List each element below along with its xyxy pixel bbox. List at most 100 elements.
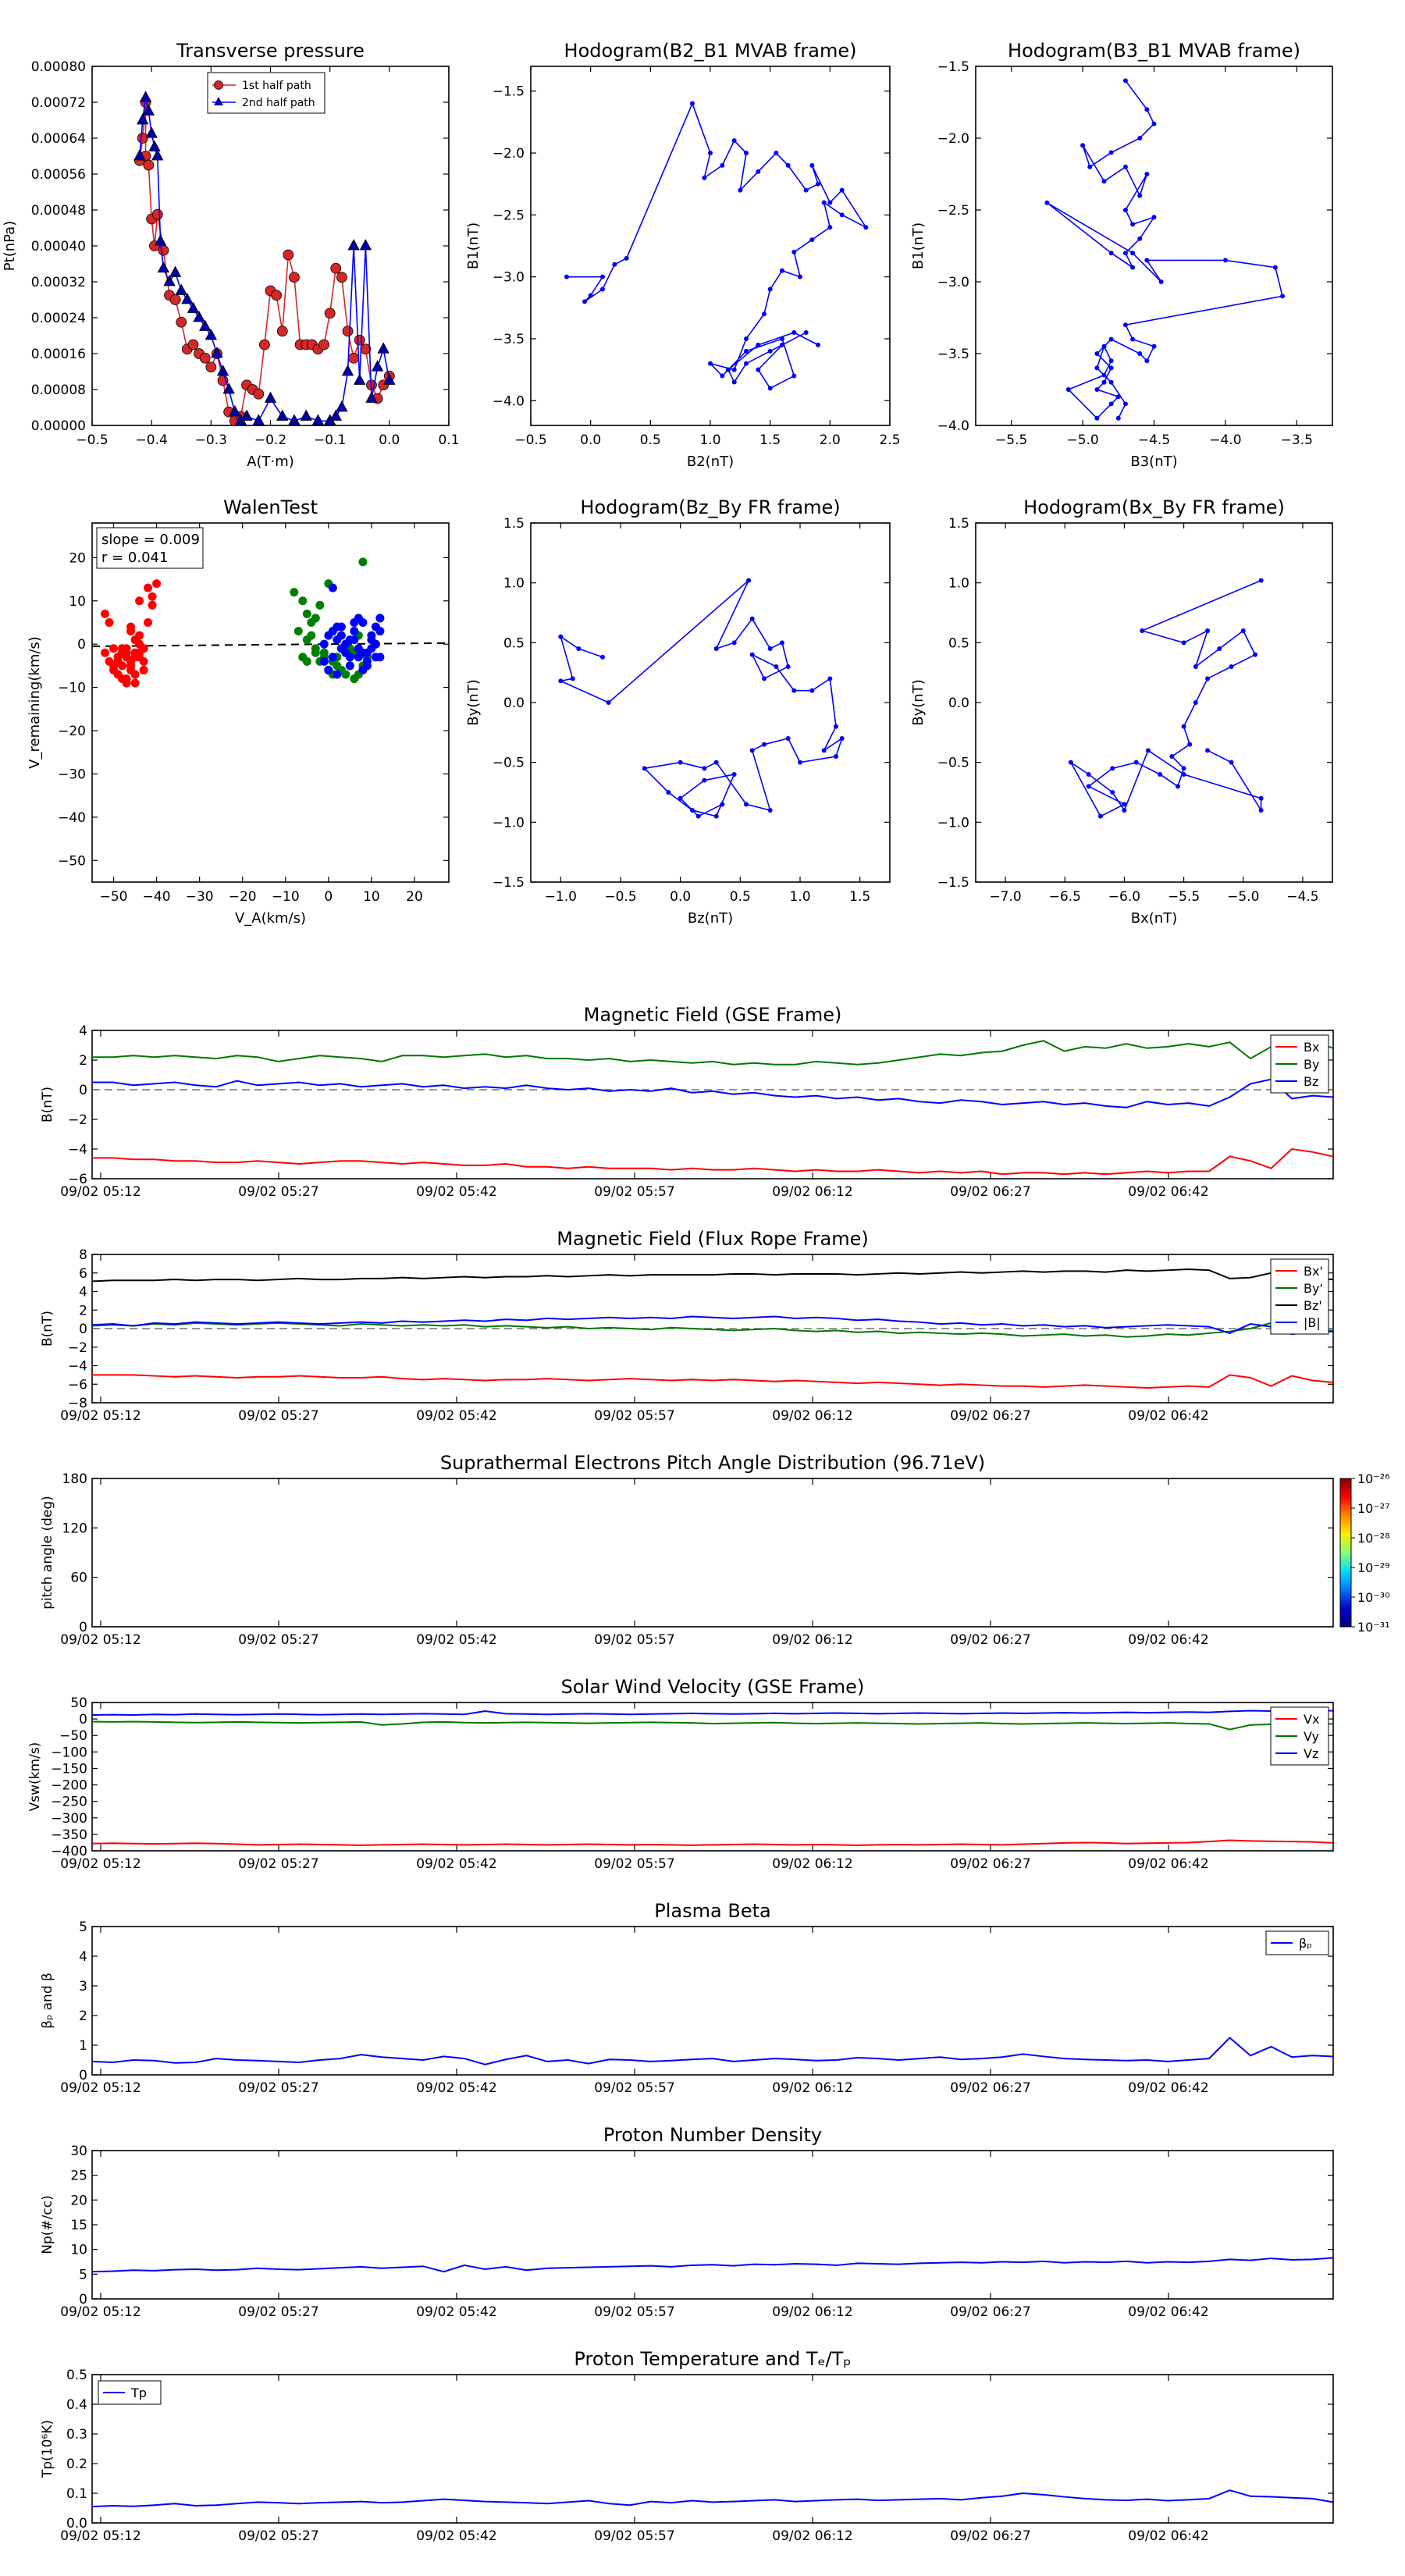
walen-point	[319, 639, 329, 649]
h1-point	[720, 162, 725, 168]
walen-point	[358, 557, 368, 567]
ts_beta-xtick-label: 09/02 06:27	[950, 2080, 1030, 2096]
ts_np-ytick-label: 15	[70, 2218, 87, 2233]
ts_beta-marks	[92, 2037, 1333, 2065]
ts_mag_gse-ytick-label: 2	[79, 1053, 87, 1069]
h4-point	[1122, 802, 1127, 807]
ts_np-xtick-label: 09/02 06:27	[950, 2304, 1030, 2320]
h1-point	[827, 225, 833, 230]
walen-xtick-label: −10	[272, 889, 300, 905]
h1-marks	[564, 101, 869, 391]
h1-point	[798, 274, 802, 279]
walen-ytick-label: −50	[58, 853, 86, 869]
pt-point	[347, 239, 360, 251]
pt-point	[377, 342, 389, 354]
h3-point	[600, 654, 605, 660]
h1-point	[774, 151, 779, 156]
pt-point	[181, 293, 194, 304]
walen-point	[144, 583, 153, 592]
h2-point	[1108, 365, 1114, 371]
pt-series-line-1	[139, 98, 390, 422]
ts_mag_fr-series-2	[92, 1268, 1333, 1283]
walen-point	[302, 656, 311, 666]
walen-point	[130, 678, 140, 688]
ts_vsw-legend-label: Vy	[1304, 1729, 1319, 1744]
h1-point	[564, 274, 569, 279]
h1-plot-frame	[530, 66, 891, 426]
walen-annotation-box	[96, 527, 204, 569]
h4-xtick-label: −4.5	[1286, 889, 1318, 905]
ts_mag_fr-xtick-label: 09/02 06:12	[772, 1408, 852, 1424]
h2-title: Hodogram(B3_B1 MVAB frame)	[1008, 40, 1300, 62]
h1-ytick-label: −2.5	[493, 208, 525, 223]
walen-point	[122, 644, 131, 653]
ts_tp-xtick-label: 09/02 06:12	[772, 2528, 852, 2544]
h2-point	[1101, 179, 1107, 184]
ts_pad-ytick-label: 60	[70, 1571, 87, 1586]
pad-colorbar-label: 10⁻²⁷	[1357, 1501, 1390, 1516]
walen-point	[109, 661, 119, 671]
h4-point	[1133, 760, 1139, 765]
ts_mag_gse-ytick-label: 4	[79, 1023, 87, 1039]
walen-annotation-slope: slope = 0.009	[101, 532, 200, 548]
h1-point	[624, 255, 629, 261]
h2-point	[1144, 172, 1150, 176]
ts_mag_fr-series-3	[92, 1315, 1333, 1336]
ts_mag_fr-marks	[92, 1268, 1333, 1389]
h3-point	[839, 736, 845, 741]
h3-point	[695, 813, 701, 819]
ts_beta-xtick-label: 09/02 05:12	[60, 2080, 140, 2096]
ts_np-ytick-label: 20	[70, 2193, 87, 2208]
h4-xtick-label: −5.5	[1168, 889, 1200, 905]
walen-point	[135, 596, 144, 606]
h2-point	[1144, 107, 1150, 112]
pt-point	[253, 388, 265, 400]
h3-point	[576, 646, 582, 651]
ts_mag_gse-xtick-label: 09/02 05:57	[594, 1184, 674, 1200]
ts_mag_gse-ytick-label: −6	[68, 1172, 87, 1187]
ts_vsw-plot-frame	[91, 1702, 1334, 1852]
h1-point	[791, 373, 797, 379]
h2-point	[1122, 322, 1128, 328]
ts_mag_fr-xtick-label: 09/02 05:27	[238, 1408, 318, 1424]
walen-point	[298, 596, 308, 606]
h3-xtick-label: −1.0	[545, 889, 577, 905]
ts_vsw-ytick-label: −150	[51, 1761, 87, 1777]
walen-point	[105, 617, 114, 627]
pt-point	[169, 265, 182, 277]
pt-point	[187, 339, 199, 350]
h3-point	[762, 676, 767, 681]
h4-xtick-label: −6.5	[1049, 889, 1081, 905]
pt-point	[143, 159, 155, 171]
h2-ytick-label: −2.0	[937, 131, 969, 147]
ts_vsw-ylabel: Vsw(km/s)	[27, 1742, 43, 1812]
h4-xtick-label: −5.0	[1227, 889, 1259, 905]
h2-ytick-label: −3.5	[937, 347, 969, 362]
h1-point	[600, 286, 605, 292]
ts_mag_gse-marks	[92, 1040, 1333, 1176]
h4-point	[1193, 664, 1198, 669]
h3-point	[713, 646, 719, 651]
pad-colorbar-label: 10⁻³⁰	[1357, 1590, 1390, 1605]
ts_np-plot-frame	[91, 2150, 1334, 2300]
ts_beta-xtick-label: 09/02 06:42	[1128, 2080, 1208, 2096]
ts_vsw-ytick-label: −250	[51, 1795, 87, 1810]
walen-point	[362, 661, 372, 671]
h3-point	[690, 808, 695, 813]
pt-xlabel: A(T·m)	[247, 454, 294, 470]
h2-point	[1130, 251, 1136, 256]
walen-ytick-label: 20	[69, 550, 86, 566]
h2-point	[1094, 415, 1100, 421]
ts_tp-xtick-label: 09/02 05:12	[60, 2528, 140, 2544]
h2-point	[1151, 121, 1157, 126]
ts_np-marks	[92, 2257, 1333, 2273]
walen-point	[148, 592, 157, 601]
h4-point	[1205, 628, 1211, 633]
ts_np-panel: Proton Number Density 09/02 05:12 09/02 05…	[40, 2124, 1334, 2320]
h4-point	[1122, 808, 1127, 813]
walen-point	[126, 627, 136, 636]
h1-ytick-label: −4.0	[493, 393, 525, 409]
ts_tp-ytick-label: 0.0	[66, 2516, 87, 2532]
pt-point	[176, 316, 187, 328]
